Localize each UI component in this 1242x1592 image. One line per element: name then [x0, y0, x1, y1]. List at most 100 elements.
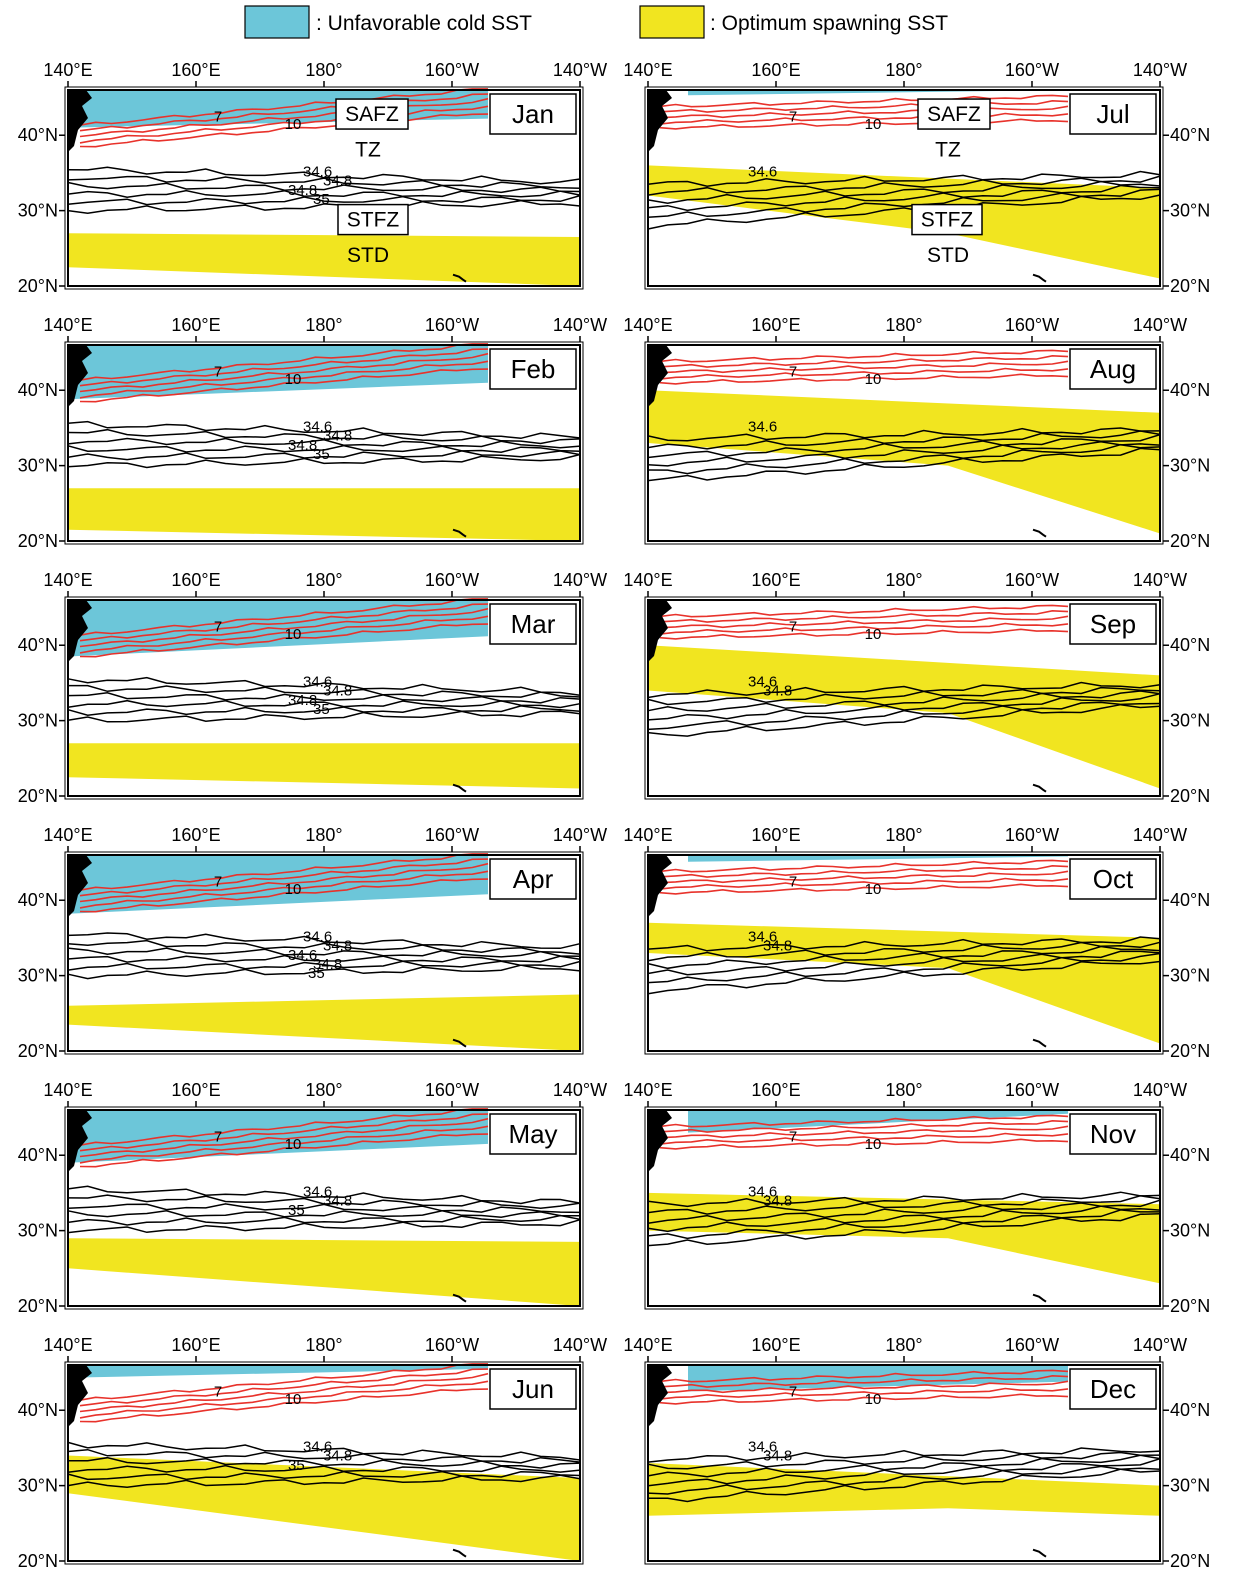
- spawning-sst-band: [648, 390, 1160, 534]
- salinity-contour: [647, 1205, 1161, 1233]
- lon-tick-label: 160°E: [171, 315, 220, 335]
- sst-contour: [659, 609, 1069, 623]
- lat-tick-label: 20°N: [18, 1296, 58, 1316]
- sst-contour: [659, 1393, 1069, 1405]
- lon-tick-label: 140°E: [43, 315, 92, 335]
- sst-contour: [79, 93, 489, 132]
- legend-swatch-cold: [244, 5, 310, 39]
- land-japan: [68, 90, 92, 152]
- map-panel-sep: 7 10 34.634.8 Sep 140°E 160°E 180° 160°W 140°W 40…: [623, 570, 1210, 806]
- salinity-contour: [67, 1474, 581, 1489]
- contour-label-10: 10: [285, 1136, 302, 1153]
- salinity-contour: [647, 170, 1161, 187]
- sst-contour: [79, 1363, 488, 1401]
- land-japan: [68, 345, 92, 407]
- salinity-label: 34.6: [303, 1439, 332, 1456]
- lat-tick-label: 20°N: [1170, 786, 1210, 806]
- month-label-box: [489, 348, 577, 390]
- salinity-contour: [647, 1209, 1160, 1240]
- lat-tick-label: 30°N: [1170, 1221, 1210, 1241]
- salinity-label: 34.8: [323, 683, 352, 700]
- hawaii-islands: [452, 1548, 467, 1558]
- lat-tick-label: 30°N: [18, 1476, 58, 1496]
- salinity-contour: [67, 420, 581, 440]
- map-panel-nov: 7 10 34.634.8 Nov 140°E 160°E 180° 160°W 140°W 40…: [623, 1080, 1210, 1316]
- sst-contour: [79, 1133, 489, 1168]
- legend-swatch-spawn: [639, 5, 705, 39]
- spawning-sst-band: [68, 1455, 580, 1561]
- sst-contour: [79, 368, 489, 403]
- cold-sst-region: [68, 1110, 488, 1163]
- lat-tick-label: 40°N: [18, 890, 58, 910]
- sst-contour: [79, 105, 489, 144]
- salinity-contour: [647, 1465, 1161, 1495]
- salinity-contour: [67, 676, 581, 697]
- sst-contour: [659, 864, 1069, 878]
- legend: : Unfavorable cold SST : Optimum spawnin…: [244, 5, 948, 39]
- salinity-contour: [67, 947, 581, 958]
- lon-tick-label: 140°W: [553, 60, 607, 80]
- lat-tick-label: 20°N: [18, 276, 58, 296]
- lon-tick-label: 140°E: [43, 570, 92, 590]
- month-label: Nov: [1090, 1119, 1136, 1149]
- lat-tick-label: 20°N: [1170, 1551, 1210, 1571]
- lat-tick-label: 40°N: [18, 1400, 58, 1420]
- map-frame: [67, 89, 581, 287]
- lon-tick-label: 180°: [885, 1335, 922, 1355]
- salinity-contour: [67, 428, 581, 445]
- contour-label-10: 10: [865, 1136, 882, 1153]
- salinity-contour: [68, 1456, 581, 1469]
- zone-label-stfz: STFZ: [347, 209, 400, 232]
- spawning-sst-band: [648, 165, 1160, 279]
- month-label-box: [1069, 1368, 1157, 1410]
- contour-label-10: 10: [865, 1391, 882, 1408]
- lon-tick-label: 140°E: [623, 825, 672, 845]
- salinity-label: 34.6: [303, 929, 332, 946]
- lat-tick-label: 40°N: [1170, 1145, 1210, 1165]
- sst-contour: [79, 1380, 489, 1419]
- salinity-label: 34.6: [748, 1184, 777, 1201]
- lon-tick-label: 160°W: [1005, 1335, 1059, 1355]
- land-japan: [648, 1365, 672, 1427]
- salinity-contour: [67, 1441, 581, 1461]
- month-label: Apr: [513, 864, 554, 894]
- lon-tick-label: 160°W: [425, 825, 479, 845]
- lat-tick-label: 40°N: [1170, 890, 1210, 910]
- map-panel-jan: 7 10 34.634.8 34.835 SAFZ TZ STFZ STD Jan 140°E 16…: [18, 60, 607, 296]
- month-label-box: [489, 1368, 577, 1410]
- salinity-label: 35: [288, 1202, 305, 1219]
- lat-tick-label: 20°N: [1170, 276, 1210, 296]
- salinity-contour: [67, 1214, 581, 1226]
- salinity-contour: [647, 443, 1161, 475]
- sst-contour: [79, 858, 489, 897]
- salinity-contour: [67, 453, 581, 469]
- lon-tick-label: 160°E: [171, 570, 220, 590]
- month-label: Jan: [512, 99, 554, 129]
- salinity-label: 34.6: [748, 164, 777, 181]
- lon-tick-label: 160°E: [751, 1080, 800, 1100]
- lat-tick-label: 20°N: [18, 1551, 58, 1571]
- salinity-label: 34.8: [323, 938, 352, 955]
- hawaii-islands: [1032, 528, 1047, 538]
- sst-contour: [659, 360, 1069, 374]
- lon-tick-label: 160°E: [171, 1335, 220, 1355]
- contour-label-10: 10: [865, 371, 882, 388]
- salinity-contour: [67, 960, 581, 971]
- lon-tick-label: 140°W: [1133, 1080, 1187, 1100]
- lat-tick-label: 40°N: [1170, 1400, 1210, 1420]
- sst-contour: [79, 607, 489, 648]
- spawning-sst-band: [68, 488, 580, 541]
- sst-contour: [659, 1125, 1069, 1139]
- salinity-contour: [68, 684, 581, 698]
- sst-contour: [659, 1380, 1069, 1394]
- sst-contour: [659, 354, 1069, 368]
- sst-contour: [659, 112, 1069, 125]
- zone-label-std: STD: [927, 244, 969, 267]
- zone-label-safz: SAFZ: [345, 103, 399, 126]
- sst-contour: [79, 88, 488, 126]
- lon-tick-label: 140°E: [43, 1335, 92, 1355]
- contour-label-10: 10: [285, 1391, 302, 1408]
- salinity-contour: [647, 945, 1161, 970]
- contour-label-7: 7: [789, 363, 797, 380]
- salinity-contour: [67, 1210, 581, 1218]
